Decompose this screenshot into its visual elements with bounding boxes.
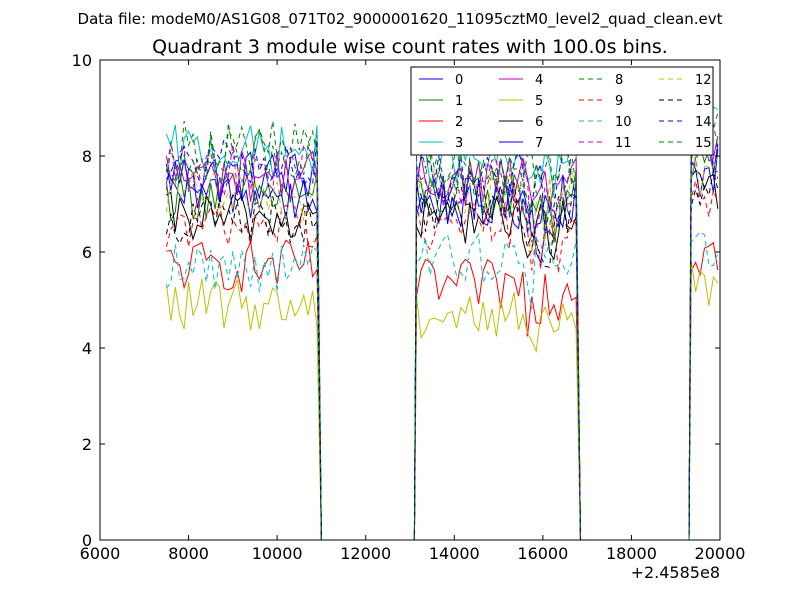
legend-label-5: 5 xyxy=(535,94,543,109)
x-tick-label: 12000 xyxy=(340,544,391,563)
chart-title: Quadrant 3 module wise count rates with … xyxy=(152,36,668,58)
legend-label-4: 4 xyxy=(535,73,543,88)
plot-area xyxy=(165,105,719,541)
series-line-7 xyxy=(165,148,719,541)
y-tick-label: 0 xyxy=(82,531,92,550)
legend-label-13: 13 xyxy=(695,94,712,109)
legend-label-6: 6 xyxy=(535,115,543,130)
x-tick-label: 18000 xyxy=(606,544,657,563)
x-tick-label: 8000 xyxy=(168,544,209,563)
series-line-6 xyxy=(166,169,719,541)
series-line-3 xyxy=(165,106,719,541)
legend-label-1: 1 xyxy=(455,94,463,109)
x-tick-label: 6000 xyxy=(80,544,121,563)
figure-suptitle: Data file: modeM0/AS1G08_071T02_90000016… xyxy=(78,10,723,29)
series-line-8 xyxy=(165,113,719,541)
series-line-9 xyxy=(165,180,719,541)
legend-box xyxy=(410,66,714,156)
x-axis: 6000 8000 10000 12000 14000 16000 18000 20000 xyxy=(80,60,746,563)
legend-label-9: 9 xyxy=(615,94,623,109)
series-line-5 xyxy=(165,259,719,541)
series-line-12 xyxy=(165,152,719,541)
x-offset-label: +2.4585e8 xyxy=(631,563,720,582)
x-tick-label: 20000 xyxy=(695,544,746,563)
series-line-1 xyxy=(165,144,718,541)
legend-label-7: 7 xyxy=(535,136,543,151)
legend-label-15: 15 xyxy=(695,136,712,151)
series-line-13 xyxy=(165,170,719,541)
x-tick-label: 16000 xyxy=(517,544,568,563)
x-tick-label: 10000 xyxy=(252,544,303,563)
series-line-2 xyxy=(166,239,719,541)
series-line-10 xyxy=(166,231,719,541)
y-tick-label: 4 xyxy=(82,339,92,358)
y-tick-label: 8 xyxy=(82,147,92,166)
series-line-11 xyxy=(165,134,719,541)
axes-frame xyxy=(99,59,721,541)
x-tick-label: 14000 xyxy=(429,544,480,563)
legend-label-8: 8 xyxy=(615,73,623,88)
y-tick-label: 2 xyxy=(82,435,92,454)
legend-label-11: 11 xyxy=(615,136,632,151)
series-line-15 xyxy=(166,105,719,541)
legend-label-0: 0 xyxy=(455,73,463,88)
y-tick-label: 10 xyxy=(72,51,92,70)
y-tick-label: 6 xyxy=(82,243,92,262)
legend-label-3: 3 xyxy=(455,136,463,151)
legend-label-14: 14 xyxy=(695,115,712,130)
legend-label-12: 12 xyxy=(695,73,712,88)
legend-label-2: 2 xyxy=(455,115,463,130)
legend-label-10: 10 xyxy=(615,115,632,130)
series-line-4 xyxy=(165,120,719,541)
